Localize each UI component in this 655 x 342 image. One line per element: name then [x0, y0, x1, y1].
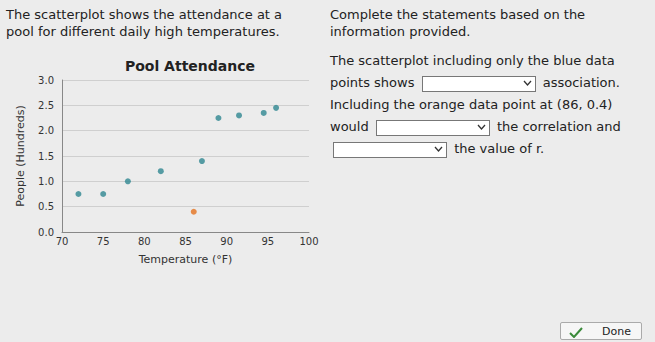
svg-text:100: 100 — [299, 236, 318, 247]
svg-text:2.5: 2.5 — [38, 100, 54, 111]
svg-text:People (Hundreds): People (Hundreds) — [14, 105, 27, 207]
html-text:the correlation and: the correlation and — [497, 119, 621, 134]
svg-text:Pool Attendance: Pool Attendance — [125, 58, 255, 74]
svg-text:95: 95 — [261, 236, 274, 247]
svg-text:2.0: 2.0 — [38, 125, 54, 136]
svg-text:1.0: 1.0 — [38, 176, 54, 187]
html-text:The scatterplot shows the atte: The scatterplot shows the attendance at … — [6, 7, 282, 39]
svg-text:Temperature (°F): Temperature (°F) — [138, 253, 233, 266]
svg-text:75: 75 — [97, 236, 110, 247]
svg-text:80: 80 — [138, 236, 151, 247]
svg-text:70: 70 — [56, 236, 69, 247]
html-text:The scatterplot including only: The scatterplot including only the blue … — [330, 53, 615, 90]
svg-text:3.0: 3.0 — [38, 75, 54, 86]
svg-text:90: 90 — [220, 236, 233, 247]
html-text:the value of r.: the value of r. — [454, 141, 545, 156]
html-text:Complete the statements based: Complete the statements based on the inf… — [330, 7, 586, 39]
svg-text:0.0: 0.0 — [38, 227, 54, 238]
svg-text:0.5: 0.5 — [38, 201, 54, 212]
html-text:association. Including the ora: association. Including the orange data p… — [330, 75, 620, 134]
svg-text:1.5: 1.5 — [38, 151, 54, 162]
svg-text:85: 85 — [179, 236, 192, 247]
html-text:Done: Done — [602, 325, 631, 338]
